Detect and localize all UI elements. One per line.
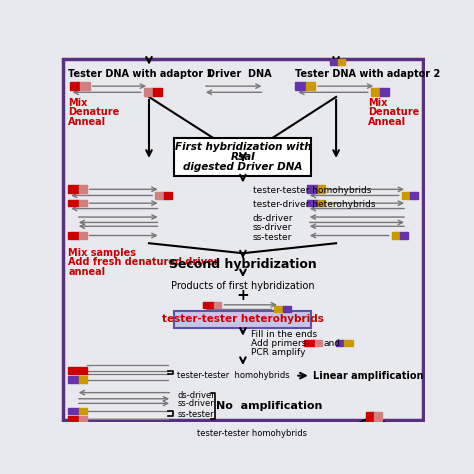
Text: PCR amplify: PCR amplify	[251, 348, 306, 357]
Text: and: and	[324, 339, 341, 348]
Bar	[410, 191, 419, 200]
Bar	[283, 306, 292, 312]
Bar	[295, 82, 306, 90]
Bar	[392, 232, 400, 238]
Text: tester-tester homohybrids: tester-tester homohybrids	[253, 186, 371, 195]
Bar	[79, 447, 87, 453]
Bar	[68, 367, 79, 374]
Text: Anneal: Anneal	[368, 117, 407, 127]
Bar	[179, 426, 187, 432]
Bar	[79, 367, 87, 374]
Text: ss-driver: ss-driver	[177, 399, 214, 408]
Bar	[307, 200, 318, 206]
Bar	[304, 340, 315, 346]
Bar	[274, 306, 283, 312]
Text: First hybridization with: First hybridization with	[174, 142, 311, 152]
Bar	[79, 232, 87, 238]
Bar	[68, 408, 79, 414]
Text: Mix samples: Mix samples	[68, 248, 136, 258]
Text: +: +	[237, 288, 249, 303]
Text: digested Driver DNA: digested Driver DNA	[183, 162, 302, 172]
Bar	[144, 89, 153, 96]
Text: ss-tester: ss-tester	[253, 233, 292, 242]
Bar	[79, 435, 87, 441]
Bar	[400, 232, 409, 238]
Bar	[79, 426, 87, 432]
Bar	[164, 191, 172, 200]
Bar	[371, 89, 380, 96]
Bar	[214, 302, 221, 308]
Bar	[68, 435, 79, 441]
Text: tester-driver heterohybrids: tester-driver heterohybrids	[253, 200, 375, 209]
Bar	[380, 89, 389, 96]
Text: Fill in the ends: Fill in the ends	[251, 329, 318, 338]
Bar	[168, 435, 179, 441]
Text: tester-tester heterohybrids: tester-tester heterohybrids	[162, 314, 324, 324]
Bar	[168, 426, 179, 432]
Bar	[81, 82, 90, 90]
Text: Driver  DNA: Driver DNA	[207, 69, 271, 79]
Bar	[79, 185, 87, 193]
Bar	[174, 311, 311, 328]
Bar	[318, 200, 325, 206]
Bar	[68, 416, 79, 422]
Bar	[344, 340, 353, 346]
Text: Tester DNA with adaptor 1: Tester DNA with adaptor 1	[68, 69, 213, 79]
Text: Second hybridization: Second hybridization	[169, 258, 317, 271]
Text: Products of first hybridization: Products of first hybridization	[171, 282, 315, 292]
Bar	[203, 302, 214, 308]
Bar	[79, 408, 87, 414]
Text: Tester DNA with adaptor 2: Tester DNA with adaptor 2	[295, 69, 440, 79]
Text: tester-tester  homohybrids: tester-tester homohybrids	[177, 371, 290, 380]
Bar	[174, 138, 311, 176]
FancyBboxPatch shape	[63, 59, 423, 419]
Text: Mix: Mix	[68, 98, 88, 108]
Bar	[68, 376, 79, 383]
Text: Linear amplification: Linear amplification	[313, 371, 423, 381]
Bar	[336, 340, 344, 346]
Text: ds-driver: ds-driver	[253, 214, 293, 223]
Text: ss-driver: ss-driver	[253, 223, 292, 232]
Bar	[318, 185, 325, 193]
Bar	[401, 191, 410, 200]
Text: tester-tester homohybrids: tester-tester homohybrids	[198, 429, 308, 438]
Text: Add primers: Add primers	[251, 339, 307, 348]
Bar	[306, 82, 315, 90]
Bar	[179, 435, 187, 441]
Bar	[68, 185, 79, 193]
Text: Denature: Denature	[68, 107, 119, 118]
Bar	[68, 232, 79, 238]
Bar	[70, 82, 81, 90]
Bar	[307, 185, 318, 193]
Text: Denature: Denature	[368, 107, 419, 118]
Text: Anneal: Anneal	[68, 117, 106, 127]
Bar	[79, 416, 87, 422]
Text: Add fresh denatured driver: Add fresh denatured driver	[68, 257, 219, 267]
Bar	[68, 447, 79, 453]
Bar	[68, 426, 79, 432]
Bar	[68, 200, 79, 206]
Text: No  amplification: No amplification	[216, 401, 322, 410]
Text: anneal: anneal	[68, 267, 105, 277]
Bar	[337, 59, 346, 64]
Bar	[374, 412, 382, 421]
Bar	[79, 200, 87, 206]
Bar	[79, 376, 87, 383]
Text: RsaI: RsaI	[230, 152, 255, 162]
Bar	[174, 138, 311, 176]
Bar	[330, 59, 337, 64]
Bar	[225, 447, 233, 453]
Bar	[315, 340, 322, 346]
Text: ss-tester: ss-tester	[177, 410, 214, 419]
Bar	[214, 447, 225, 453]
Bar	[155, 191, 164, 200]
Text: Mix: Mix	[368, 98, 388, 108]
Bar	[366, 412, 374, 421]
Text: ds-driver: ds-driver	[177, 391, 215, 400]
Bar	[153, 89, 162, 96]
